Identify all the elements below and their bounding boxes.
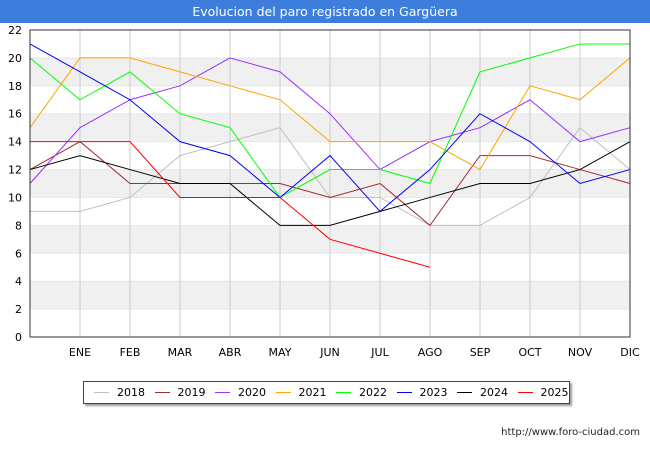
legend-swatch [457, 392, 472, 393]
legend-swatch [215, 392, 230, 393]
x-tick-label: JUL [370, 346, 389, 359]
y-tick-label: 14 [8, 136, 22, 149]
x-tick-label: OCT [518, 346, 541, 359]
legend-label: 2019 [177, 386, 206, 399]
legend-label: 2018 [117, 386, 145, 399]
legend-swatch [396, 392, 412, 393]
legend-label: 2022 [359, 386, 387, 399]
y-tick-label: 12 [8, 164, 22, 177]
legend-label: 2023 [419, 386, 448, 399]
x-tick-label: ABR [219, 346, 242, 359]
legend-label: 2025 [540, 386, 569, 399]
y-axis-ticks: 0 2 4 6 8 10 12 14 16 18 20 22 [8, 24, 22, 344]
legend-label: 2024 [480, 386, 508, 399]
x-tick-label: MAR [168, 346, 193, 359]
x-tick-label: JUN [319, 346, 340, 359]
series-line-2023 [29, 43, 631, 213]
legend-swatch [336, 392, 351, 393]
series-line-2019 [29, 141, 631, 227]
x-tick-label: FEB [120, 346, 141, 359]
series-lines [29, 43, 631, 268]
y-tick-label: 10 [8, 191, 22, 204]
legend-swatch [517, 392, 533, 393]
series-line-2022 [29, 43, 630, 199]
x-tick-label: SEP [470, 346, 491, 359]
legend-label: 2021 [298, 386, 327, 399]
y-tick-label: 18 [8, 80, 22, 93]
y-tick-label: 0 [15, 331, 22, 344]
x-tick-label: MAY [269, 346, 292, 359]
legend-swatch [94, 392, 109, 393]
legend-label: 2020 [238, 386, 266, 399]
series-line-2025 [30, 141, 431, 268]
plot-frame [29, 29, 631, 338]
x-tick-label: NOV [568, 346, 593, 359]
x-tick-label: AGO [418, 346, 443, 359]
series-line-2024 [29, 141, 631, 226]
series-line-2021 [29, 57, 631, 171]
source-url: http://www.foro-ciudad.com [501, 427, 640, 438]
x-tick-label: DIC [620, 346, 640, 359]
x-axis-ticks: ENE FEB MAR ABR MAY JUN JUL AGO SEP OCT NOV DIC [69, 346, 640, 359]
y-tick-label: 22 [8, 24, 22, 37]
legend: 2018 2019 2020 2021 2022 2023 2024 2025 [83, 381, 570, 404]
y-tick-label: 2 [15, 303, 22, 316]
y-tick-label: 16 [8, 108, 22, 121]
chart-title: Evolucion del paro registrado en Gargüer… [0, 0, 650, 23]
y-tick-label: 6 [15, 247, 22, 260]
legend-swatch [275, 392, 291, 393]
y-tick-label: 8 [15, 219, 22, 232]
legend-swatch [154, 392, 170, 393]
x-tick-label: ENE [69, 346, 91, 359]
y-tick-label: 4 [15, 275, 22, 288]
y-tick-label: 20 [8, 52, 22, 65]
